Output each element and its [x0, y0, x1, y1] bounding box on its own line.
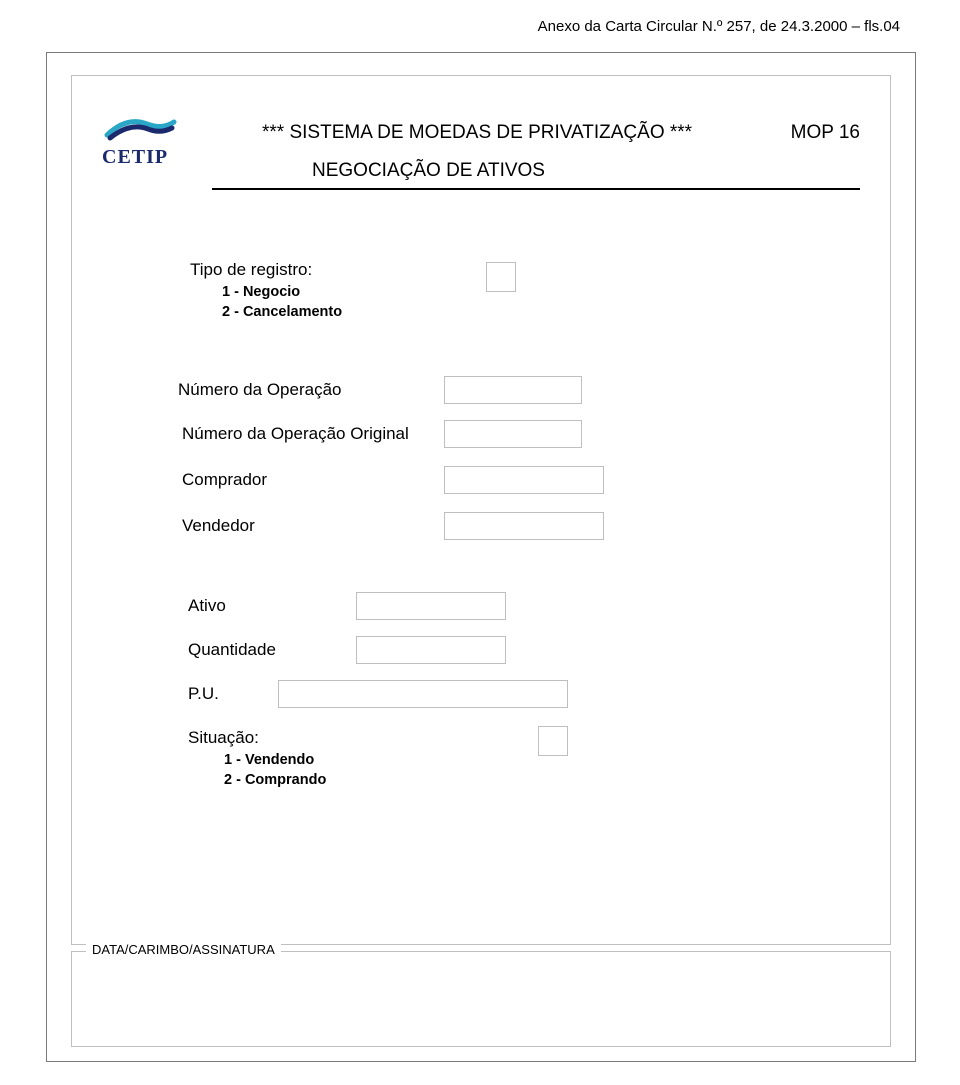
- tipo-registro-input[interactable]: [486, 262, 516, 292]
- situacao-input[interactable]: [538, 726, 568, 756]
- comprador-input[interactable]: [444, 466, 604, 494]
- form-subtitle: NEGOCIAÇÃO DE ATIVOS: [312, 160, 545, 182]
- comprador-label: Comprador: [182, 470, 267, 490]
- vendedor-input[interactable]: [444, 512, 604, 540]
- situacao-opt2: 2 - Comprando: [224, 772, 326, 788]
- numero-operacao-original-input[interactable]: [444, 420, 582, 448]
- pu-input[interactable]: [278, 680, 568, 708]
- vendedor-label: Vendedor: [182, 516, 255, 536]
- situacao-opt1: 1 - Vendendo: [224, 752, 314, 768]
- title-divider: [212, 188, 860, 190]
- logo-swirl-icon: [102, 110, 182, 144]
- numero-operacao-label: Número da Operação: [178, 380, 341, 400]
- signature-legend: DATA/CARIMBO/ASSINATURA: [86, 942, 281, 957]
- quantidade-label: Quantidade: [188, 640, 276, 660]
- form-frame: CETIP *** SISTEMA DE MOEDAS DE PRIVATIZA…: [71, 75, 891, 945]
- tipo-registro-opt2: 2 - Cancelamento: [222, 304, 342, 320]
- form-title: *** SISTEMA DE MOEDAS DE PRIVATIZAÇÃO **…: [262, 122, 692, 144]
- numero-operacao-input[interactable]: [444, 376, 582, 404]
- header-text: Anexo da Carta Circular N.º 257, de 24.3…: [538, 18, 900, 35]
- pu-label: P.U.: [188, 684, 219, 704]
- signature-fieldset: DATA/CARIMBO/ASSINATURA: [71, 951, 891, 1047]
- situacao-label: Situação:: [188, 728, 259, 748]
- tipo-registro-label: Tipo de registro:: [190, 260, 312, 280]
- tipo-registro-opt1: 1 - Negocio: [222, 284, 300, 300]
- signature-legend-text: DATA/CARIMBO/ASSINATURA: [92, 942, 275, 957]
- outer-frame: CETIP *** SISTEMA DE MOEDAS DE PRIVATIZA…: [46, 52, 916, 1062]
- logo-text: CETIP: [102, 146, 182, 169]
- numero-operacao-original-label: Número da Operação Original: [182, 424, 409, 444]
- ativo-input[interactable]: [356, 592, 506, 620]
- quantidade-input[interactable]: [356, 636, 506, 664]
- mop-code: MOP 16: [791, 122, 860, 144]
- page: Anexo da Carta Circular N.º 257, de 24.3…: [0, 0, 960, 1085]
- cetip-logo: CETIP: [102, 110, 182, 169]
- ativo-label: Ativo: [188, 596, 226, 616]
